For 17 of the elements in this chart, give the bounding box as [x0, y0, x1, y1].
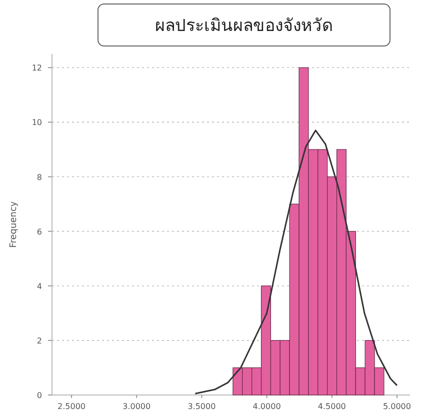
y-tick-label: 6: [36, 227, 42, 236]
y-tick-label: 10: [32, 118, 42, 128]
y-tick-label: 0: [36, 391, 42, 400]
y-tick-label: 8: [36, 172, 42, 182]
title-box: ผลประเมินผลของจังหวัด: [98, 4, 390, 46]
y-axis-title: Frequency: [9, 200, 19, 248]
x-tick-label: 3.5000: [188, 402, 216, 411]
chart-title: ผลประเมินผลของจังหวัด: [155, 16, 333, 36]
y-tick-label: 12: [32, 64, 42, 73]
y-tick-label: 2: [36, 336, 42, 346]
line-series: [194, 130, 398, 394]
x-tick-label: 4.5000: [318, 402, 346, 411]
x-tick-label: 5.0000: [382, 402, 411, 411]
x-tick-label: 3.0000: [122, 402, 151, 411]
y-tick-label: 4: [36, 282, 42, 291]
x-tick-label: 4.0000: [252, 402, 281, 411]
x-tick-label: 2.5000: [58, 402, 86, 411]
